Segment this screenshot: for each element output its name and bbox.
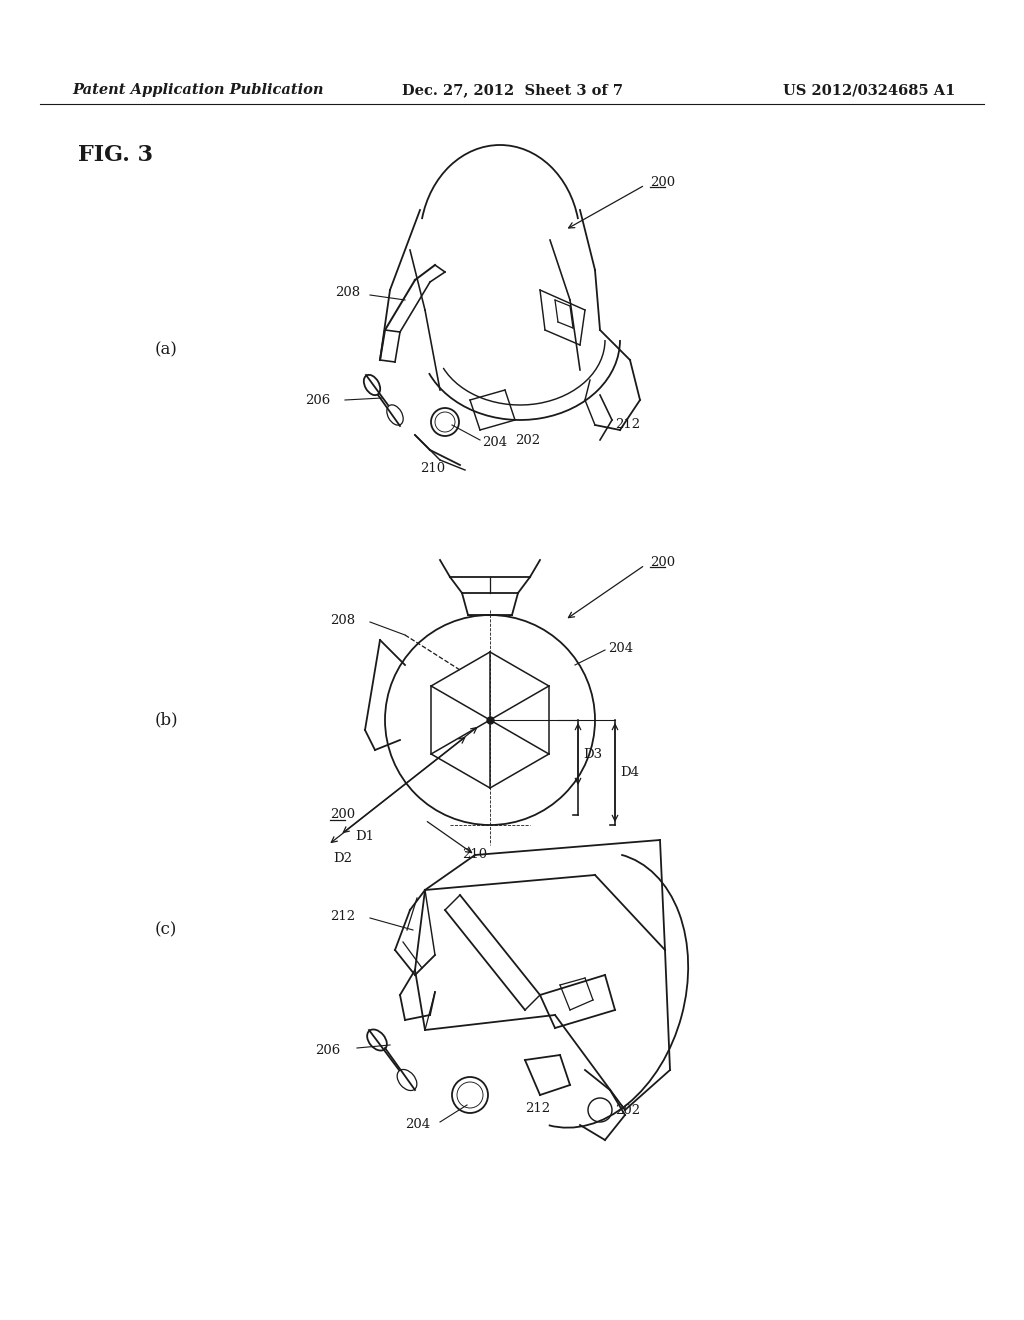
Text: 206: 206 (305, 393, 331, 407)
Text: Dec. 27, 2012  Sheet 3 of 7: Dec. 27, 2012 Sheet 3 of 7 (401, 83, 623, 96)
Text: 200: 200 (650, 556, 675, 569)
Text: D2: D2 (333, 853, 352, 866)
Text: 200: 200 (650, 176, 675, 189)
Text: 202: 202 (615, 1104, 640, 1117)
Text: Patent Application Publication: Patent Application Publication (72, 83, 324, 96)
Text: 206: 206 (315, 1044, 340, 1056)
Text: D1: D1 (355, 830, 374, 843)
Text: (a): (a) (155, 342, 178, 359)
Text: 204: 204 (608, 642, 633, 655)
Text: 208: 208 (330, 614, 355, 627)
Text: D4: D4 (620, 766, 639, 779)
Text: FIG. 3: FIG. 3 (78, 144, 153, 166)
Text: 212: 212 (525, 1101, 550, 1114)
Text: 204: 204 (406, 1118, 430, 1130)
Text: 212: 212 (615, 418, 640, 432)
Text: 202: 202 (515, 433, 540, 446)
Text: 210: 210 (420, 462, 445, 474)
Text: 212: 212 (330, 909, 355, 923)
Text: US 2012/0324685 A1: US 2012/0324685 A1 (782, 83, 955, 96)
Text: (c): (c) (155, 921, 177, 939)
Text: 210: 210 (463, 849, 487, 862)
Text: 200: 200 (330, 808, 355, 821)
Text: (b): (b) (155, 711, 178, 729)
Text: D3: D3 (583, 747, 602, 760)
Text: 208: 208 (335, 286, 360, 300)
Text: 204: 204 (482, 436, 507, 449)
